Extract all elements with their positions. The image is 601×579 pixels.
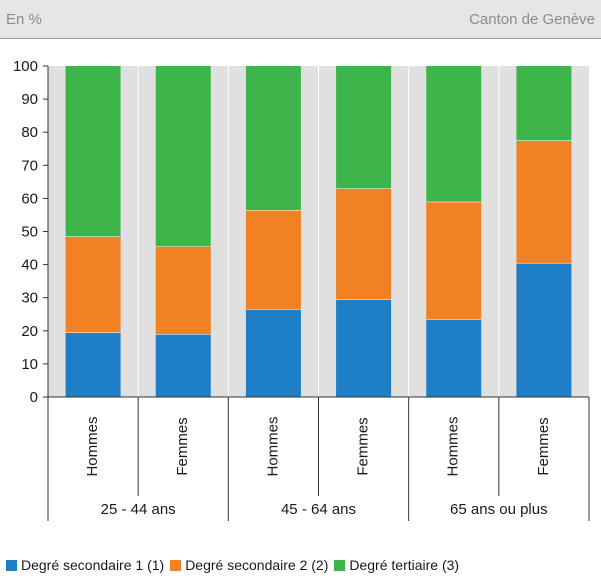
bar-segment [65,66,121,237]
x-category-label: Hommes [84,416,101,476]
bar-segment [245,66,301,210]
bar-segment [245,309,301,397]
y-tick-label: 50 [21,224,38,241]
bar-segment [155,246,211,335]
legend-label: Degré secondaire 2 (2) [185,557,329,573]
bar-segment [65,332,121,397]
bar-segment [245,209,301,310]
bar-segment [426,66,482,202]
unit-label: En % [6,11,42,28]
legend-label: Degré tertiaire (3) [349,557,460,573]
legend-swatch [334,560,346,571]
bar-segment [336,66,392,189]
bar-segment [336,188,392,300]
x-category-label: Femmes [535,417,552,475]
x-category-label: Femmes [355,417,372,475]
x-category-label: Hommes [445,416,462,476]
chart-legend: Degré secondaire 1 (1) Degré secondaire 2… [6,557,465,573]
bar-segment [426,201,482,320]
legend-swatch [170,560,182,571]
y-tick-label: 80 [21,124,38,141]
x-group-label: 45 - 64 ans [281,501,356,518]
bar-segment [426,319,482,397]
y-tick-label: 30 [21,290,38,307]
x-category-label: Hommes [264,416,281,476]
bar-segment [336,299,392,397]
y-tick-label: 100 [13,58,38,75]
y-tick-label: 60 [21,190,38,207]
legend-item: Degré tertiaire (3) [334,557,459,573]
legend-item: Degré secondaire 1 (1) [6,557,164,573]
chart-header: En % Canton de Genève [0,0,601,39]
legend-label: Degré secondaire 1 (1) [21,557,165,573]
y-tick-label: 70 [21,157,38,174]
region-label: Canton de Genève [469,11,595,28]
y-tick-label: 40 [21,257,38,274]
y-tick-label: 0 [30,389,38,406]
bar-segment [516,66,572,141]
y-tick-label: 10 [21,356,38,373]
legend-swatch [6,560,17,571]
bar-segment [516,262,572,397]
y-tick-label: 90 [21,91,38,108]
x-category-label: Femmes [174,417,191,475]
bar-segment [516,140,572,263]
legend-item: Degré secondaire 2 (2) [170,557,328,573]
bar-segment [155,334,211,397]
x-group-label: 65 ans ou plus [450,501,548,518]
bar-segment [65,236,121,333]
x-group-label: 25 - 44 ans [101,501,176,518]
bar-segment [155,66,211,247]
y-tick-label: 20 [21,323,38,340]
